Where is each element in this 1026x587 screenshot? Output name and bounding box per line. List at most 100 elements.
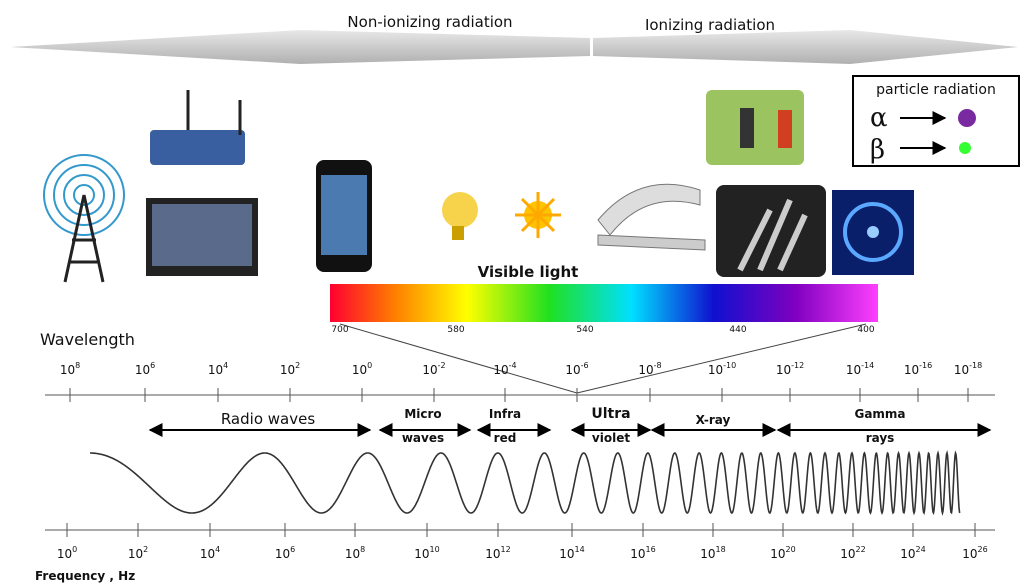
frequency-title: Frequency , Hz — [35, 569, 135, 583]
tick-exponent: 0 — [367, 361, 372, 370]
tick-base: 10 — [493, 363, 508, 377]
wavelength-title: Wavelength — [40, 330, 135, 349]
frequency-tick-label: 102 — [128, 545, 148, 561]
tick-exponent: 16 — [646, 545, 656, 554]
tick-exponent: 10 — [430, 545, 440, 554]
tick-exponent: -6 — [581, 361, 589, 370]
tick-base: 10 — [630, 547, 645, 561]
wavelength-tick-label: 10-16 — [904, 361, 932, 377]
band-label: Micro — [404, 407, 441, 421]
tick-exponent: -18 — [969, 361, 982, 370]
ionizing-arrow — [593, 30, 1018, 64]
non-ionizing-arrow — [10, 30, 590, 64]
tick-base: 10 — [275, 547, 290, 561]
band-label: Gamma — [854, 407, 905, 421]
tick-exponent: 6 — [150, 361, 155, 370]
band-label: waves — [402, 431, 444, 445]
frequency-tick-label: 1026 — [962, 545, 987, 561]
tick-exponent: 8 — [75, 361, 80, 370]
tick-base: 10 — [840, 547, 855, 561]
tick-base: 10 — [200, 547, 215, 561]
tick-base: 10 — [422, 363, 437, 377]
tick-exponent: -14 — [861, 361, 874, 370]
tick-base: 10 — [57, 547, 72, 561]
frequency-tick-label: 108 — [345, 545, 365, 561]
tick-base: 10 — [954, 363, 969, 377]
tick-base: 10 — [638, 363, 653, 377]
tick-base: 10 — [485, 547, 500, 561]
tick-exponent: 4 — [215, 545, 220, 554]
tick-exponent: 12 — [501, 545, 511, 554]
tick-exponent: -4 — [509, 361, 517, 370]
wavelength-tick-label: 10-2 — [422, 361, 445, 377]
tick-base: 10 — [60, 363, 75, 377]
visible-label: 580 — [447, 325, 464, 335]
tick-base: 10 — [776, 363, 791, 377]
wave — [90, 453, 960, 513]
visible-label: 540 — [576, 325, 593, 335]
tick-base: 10 — [962, 547, 977, 561]
tick-exponent: 6 — [290, 545, 295, 554]
band-label: Ultra — [591, 406, 630, 422]
tick-base: 10 — [345, 547, 360, 561]
wavelength-tick-label: 10-12 — [776, 361, 804, 377]
particle-title: particle radiation — [876, 82, 996, 98]
tick-exponent: 20 — [786, 545, 796, 554]
visible-spectrum — [330, 284, 878, 322]
tick-base: 10 — [565, 363, 580, 377]
tick-base: 10 — [352, 363, 367, 377]
wavelength-tick-label: 102 — [280, 361, 300, 377]
spectrum-diagram: Non-ionizing radiation Ionizing radiatio… — [0, 0, 1026, 587]
frequency-tick-label: 1022 — [840, 545, 865, 561]
header-right: Ionizing radiation — [645, 16, 775, 34]
frequency-tick-label: 1012 — [485, 545, 510, 561]
tick-exponent: 26 — [978, 545, 988, 554]
wavelength-tick-label: 104 — [208, 361, 228, 377]
tick-exponent: -8 — [654, 361, 662, 370]
frequency-tick-label: 104 — [200, 545, 220, 561]
frequency-tick-label: 1016 — [630, 545, 655, 561]
wavelength-tick-label: 100 — [352, 361, 372, 377]
tick-base: 10 — [900, 547, 915, 561]
tick-base: 10 — [208, 363, 223, 377]
tick-base: 10 — [846, 363, 861, 377]
tick-base: 10 — [770, 547, 785, 561]
tick-exponent: 8 — [360, 545, 365, 554]
tick-exponent: -2 — [438, 361, 446, 370]
tick-base: 10 — [559, 547, 574, 561]
frequency-tick-label: 1010 — [414, 545, 439, 561]
zoom-line — [577, 324, 866, 393]
band-label: red — [494, 431, 517, 445]
icons — [44, 90, 914, 282]
tick-exponent: 14 — [575, 545, 585, 554]
wavelength-tick-label: 106 — [135, 361, 155, 377]
frequency-tick-label: 1018 — [700, 545, 725, 561]
tick-base: 10 — [700, 547, 715, 561]
band-label: violet — [592, 431, 630, 445]
tick-base: 10 — [280, 363, 295, 377]
wavelength-tick-label: 10-6 — [565, 361, 588, 377]
header-left: Non-ionizing radiation — [347, 13, 512, 31]
band-label: rays — [866, 431, 895, 445]
frequency-tick-label: 106 — [275, 545, 295, 561]
tick-exponent: 2 — [295, 361, 300, 370]
frequency-tick-label: 100 — [57, 545, 77, 561]
wavelength-tick-label: 10-8 — [638, 361, 661, 377]
visible-label: 700 — [331, 325, 348, 335]
band-label: X-ray — [696, 413, 731, 427]
wavelength-tick-label: 108 — [60, 361, 80, 377]
tick-base: 10 — [135, 363, 150, 377]
frequency-tick-label: 1020 — [770, 545, 795, 561]
tick-exponent: 22 — [856, 545, 866, 554]
tick-exponent: 2 — [143, 545, 148, 554]
tick-exponent: -10 — [723, 361, 736, 370]
visible-label: 400 — [857, 325, 874, 335]
tick-base: 10 — [904, 363, 919, 377]
tick-exponent: 24 — [916, 545, 926, 554]
wavelength-tick-label: 10-18 — [954, 361, 982, 377]
alpha: α — [870, 103, 888, 133]
visible-label: 440 — [729, 325, 746, 335]
beta: β — [870, 135, 885, 165]
tick-exponent: -16 — [919, 361, 932, 370]
tick-base: 10 — [708, 363, 723, 377]
